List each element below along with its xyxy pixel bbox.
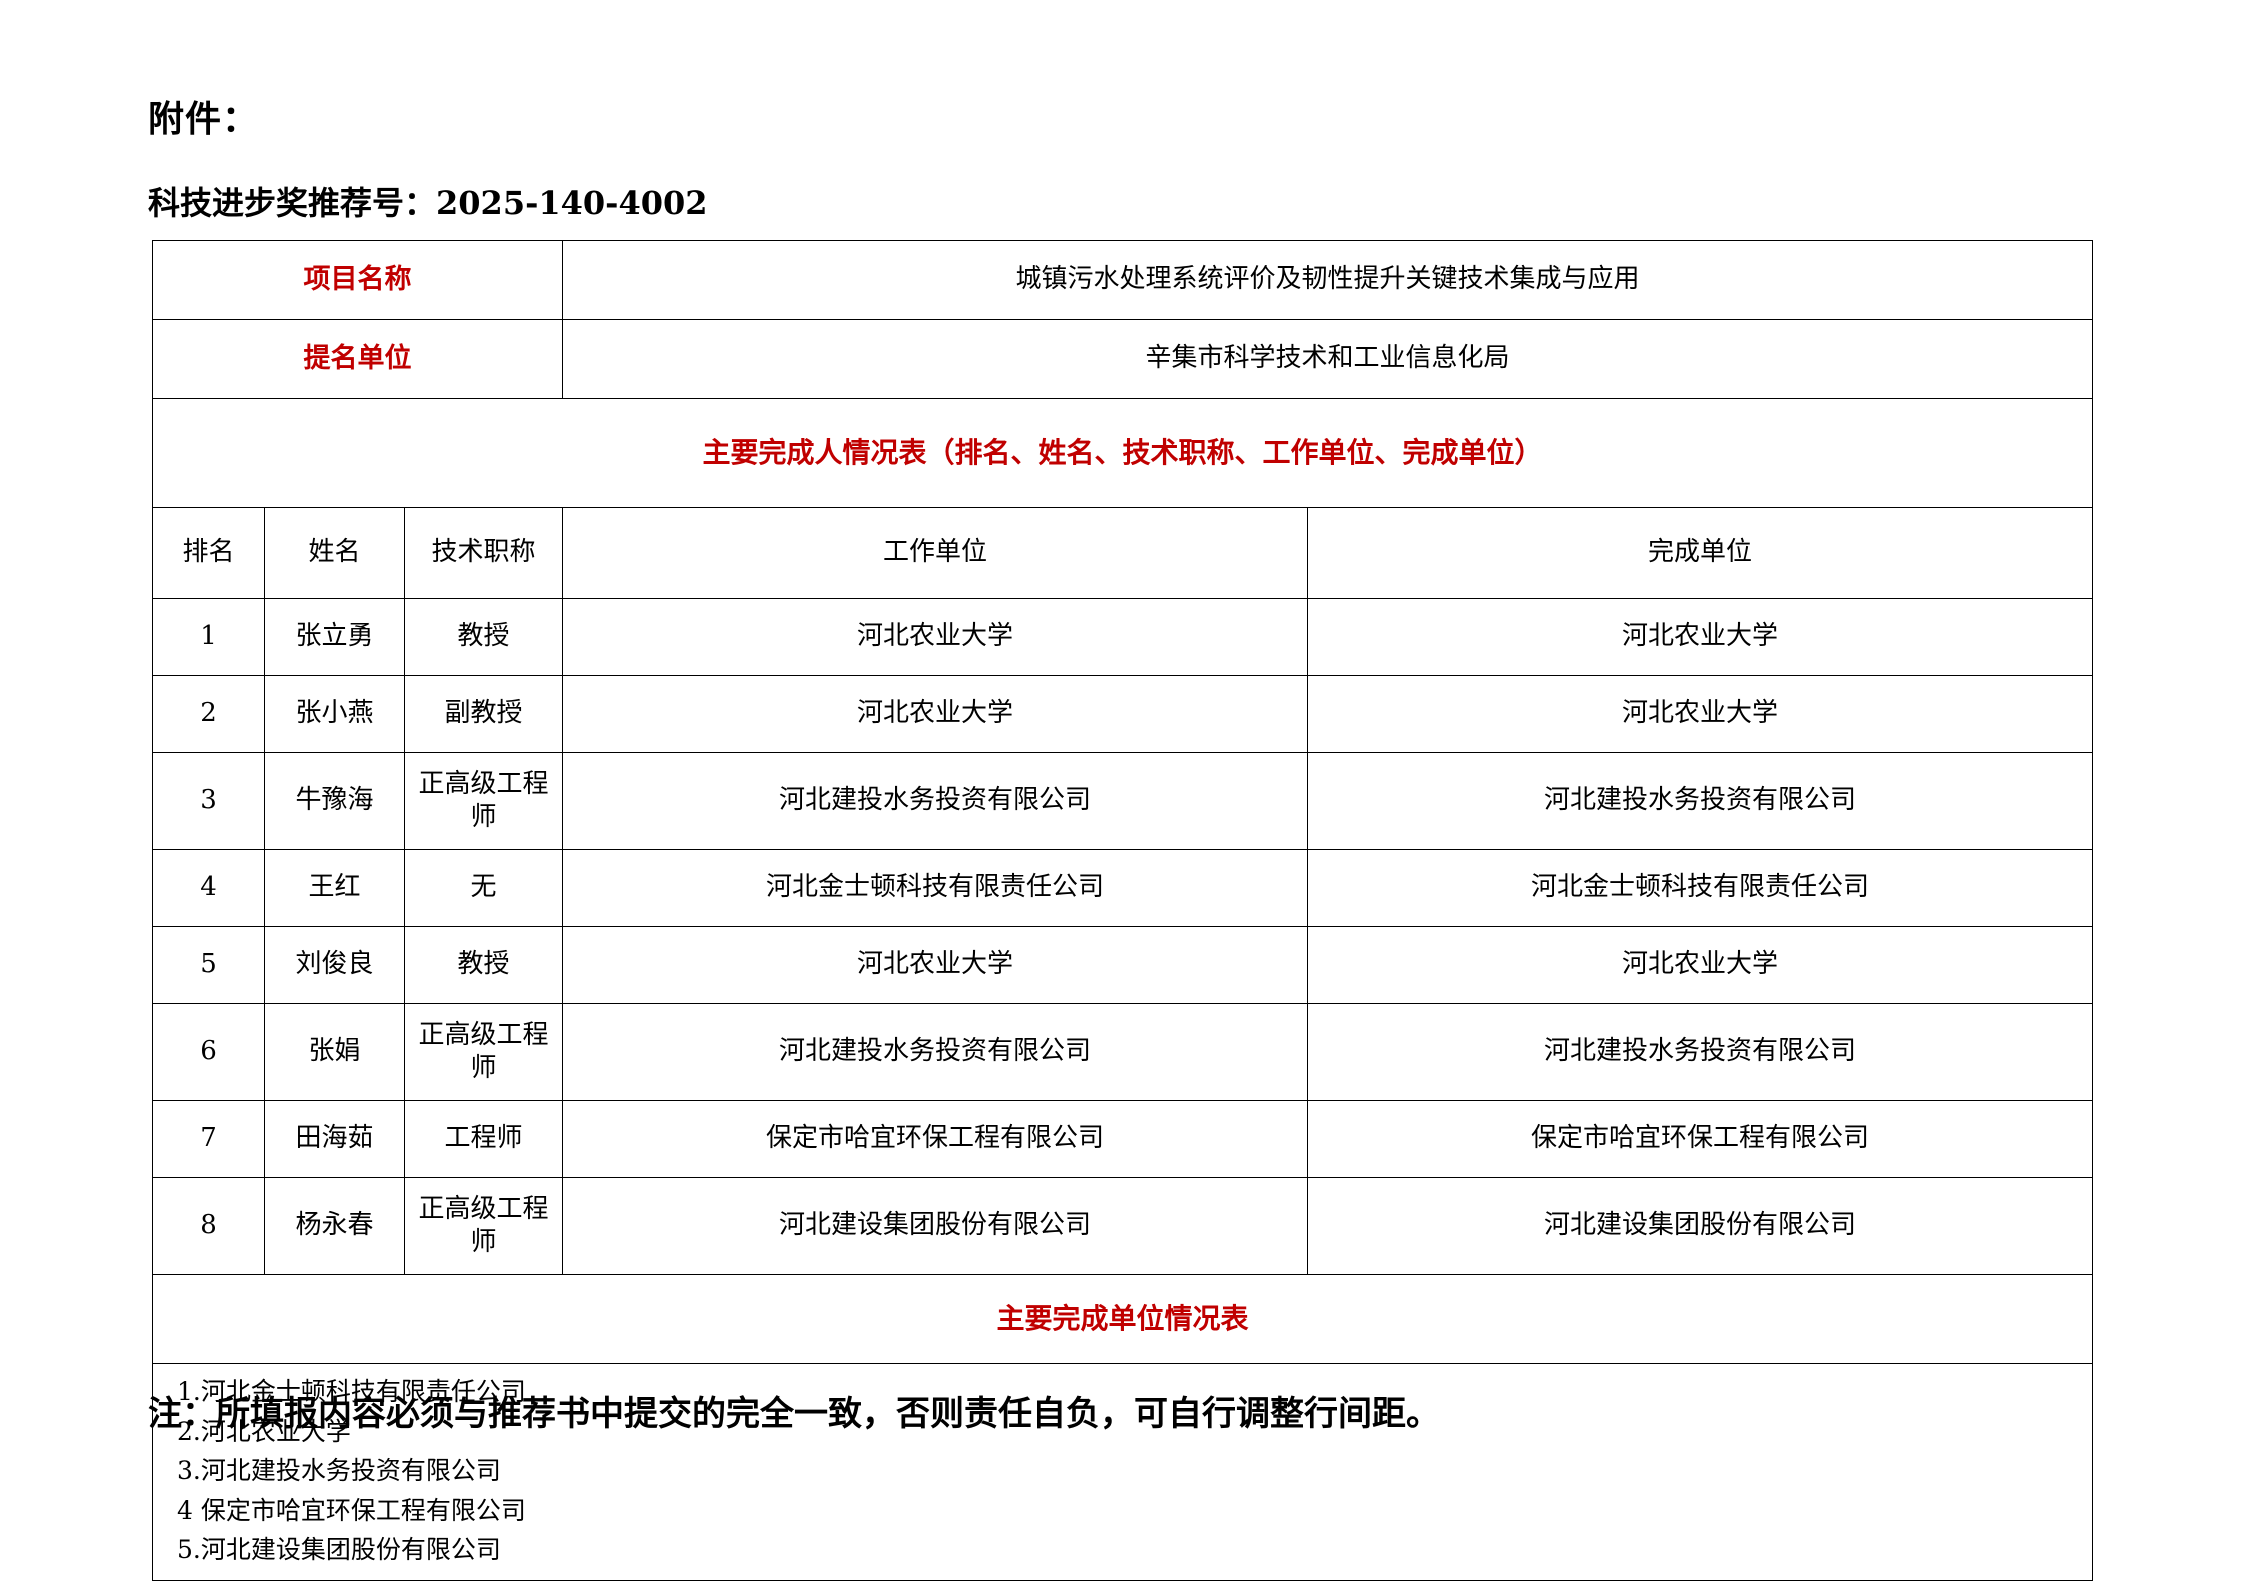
list-item: 4 保定市哈宜环保工程有限公司 — [177, 1495, 526, 1525]
list-item: 2.河北农业大学 — [177, 1416, 351, 1446]
info-value-nominating-unit: 辛集市科学技术和工业信息化局 — [562, 319, 2094, 399]
cell-rank: 5 — [152, 926, 265, 1004]
document-page: 附件： 科技进步奖推荐号：2025-140-4002 项目名称 城镇污水处理系统… — [148, 98, 2094, 1581]
cell-technical-title: 教授 — [403, 926, 564, 1004]
cell-work-unit: 河北农业大学 — [562, 675, 1309, 753]
cell-completion-unit: 河北农业大学 — [1307, 675, 2094, 753]
cell-name: 牛豫海 — [264, 752, 405, 850]
cell-name: 杨永春 — [264, 1177, 405, 1275]
attachment-label: 附件： — [148, 98, 260, 140]
table-row: 5 刘俊良 教授 河北农业大学 河北农业大学 — [152, 926, 2094, 1004]
recommendation-number-value: 2025-140-4002 — [436, 184, 708, 222]
recommendation-number-label: 科技进步奖推荐号： — [148, 184, 437, 222]
table-row: 1 张立勇 教授 河北农业大学 河北农业大学 — [152, 598, 2094, 676]
column-header-work-unit: 工作单位 — [562, 507, 1309, 599]
cell-technical-title: 正高级工程师 — [403, 1177, 564, 1275]
recommendation-number-line: 科技进步奖推荐号：2025-140-4002 — [148, 178, 708, 224]
award-recommendation-table: 项目名称 城镇污水处理系统评价及韧性提升关键技术集成与应用 提名单位 辛集市科学… — [151, 240, 2094, 1581]
cell-rank: 3 — [152, 752, 265, 850]
list-item: 3.河北建投水务投资有限公司 — [177, 1456, 501, 1485]
cell-name: 刘俊良 — [264, 926, 405, 1004]
cell-work-unit: 河北农业大学 — [562, 926, 1309, 1004]
table-row: 7 田海茹 工程师 保定市哈宜环保工程有限公司 保定市哈宜环保工程有限公司 — [152, 1100, 2094, 1178]
table-row: 2 张小燕 副教授 河北农业大学 河北农业大学 — [152, 675, 2094, 753]
cell-technical-title: 无 — [403, 849, 564, 927]
units-section-band: 主要完成单位情况表 — [151, 1274, 2094, 1364]
persons-section-band: 主要完成人情况表（排名、姓名、技术职称、工作单位、完成单位） — [151, 398, 2094, 508]
list-item: 1.河北金士顿科技有限责任公司 — [177, 1377, 526, 1406]
info-row-project-name: 项目名称 城镇污水处理系统评价及韧性提升关键技术集成与应用 — [151, 240, 2094, 320]
cell-completion-unit: 河北农业大学 — [1307, 598, 2094, 676]
cell-completion-unit: 河北建投水务投资有限公司 — [1307, 752, 2094, 850]
info-label-nominating-unit: 提名单位 — [151, 319, 564, 399]
units-band-title: 主要完成单位情况表 — [151, 1274, 2094, 1364]
cell-name: 张立勇 — [264, 598, 405, 676]
table-row: 3 牛豫海 正高级工程师 河北建投水务投资有限公司 河北建投水务投资有限公司 — [152, 752, 2094, 850]
cell-name: 田海茹 — [264, 1100, 405, 1178]
cell-rank: 1 — [152, 598, 265, 676]
cell-rank: 7 — [152, 1100, 265, 1178]
cell-completion-unit: 保定市哈宜环保工程有限公司 — [1307, 1100, 2094, 1178]
table-row: 8 杨永春 正高级工程师 河北建设集团股份有限公司 河北建设集团股份有限公司 — [152, 1177, 2094, 1275]
cell-work-unit: 河北金士顿科技有限责任公司 — [562, 849, 1309, 927]
cell-completion-unit: 河北农业大学 — [1307, 926, 2094, 1004]
cell-work-unit: 河北建投水务投资有限公司 — [562, 1003, 1309, 1101]
column-header-name: 姓名 — [264, 507, 405, 599]
footer-note: 注：所填报内容必须与推荐书中提交的完全一致，否则责任自负，可自行调整行间距。 — [148, 1394, 1440, 1434]
persons-table-header: 排名 姓名 技术职称 工作单位 完成单位 — [152, 507, 2094, 599]
list-item: 5.河北建设集团股份有限公司 — [177, 1535, 501, 1564]
cell-rank: 8 — [152, 1177, 265, 1275]
cell-rank: 2 — [152, 675, 265, 753]
column-header-technical-title: 技术职称 — [403, 507, 564, 599]
info-value-project-name: 城镇污水处理系统评价及韧性提升关键技术集成与应用 — [562, 240, 2094, 320]
cell-work-unit: 保定市哈宜环保工程有限公司 — [562, 1100, 1309, 1178]
cell-name: 王红 — [264, 849, 405, 927]
table-row: 4 王红 无 河北金士顿科技有限责任公司 河北金士顿科技有限责任公司 — [152, 849, 2094, 927]
cell-technical-title: 副教授 — [403, 675, 564, 753]
cell-rank: 6 — [152, 1003, 265, 1101]
info-label-project-name: 项目名称 — [151, 240, 564, 320]
cell-technical-title: 教授 — [403, 598, 564, 676]
cell-work-unit: 河北建投水务投资有限公司 — [562, 752, 1309, 850]
column-header-rank: 排名 — [152, 507, 265, 599]
persons-band-title: 主要完成人情况表（排名、姓名、技术职称、工作单位、完成单位） — [151, 398, 2094, 508]
cell-work-unit: 河北农业大学 — [562, 598, 1309, 676]
table-row: 6 张娟 正高级工程师 河北建投水务投资有限公司 河北建投水务投资有限公司 — [152, 1003, 2094, 1101]
cell-technical-title: 正高级工程师 — [403, 752, 564, 850]
cell-completion-unit: 河北建设集团股份有限公司 — [1307, 1177, 2094, 1275]
cell-work-unit: 河北建设集团股份有限公司 — [562, 1177, 1309, 1275]
info-row-nominating-unit: 提名单位 辛集市科学技术和工业信息化局 — [151, 319, 2094, 399]
cell-technical-title: 工程师 — [403, 1100, 564, 1178]
cell-name: 张娟 — [264, 1003, 405, 1101]
cell-name: 张小燕 — [264, 675, 405, 753]
cell-completion-unit: 河北金士顿科技有限责任公司 — [1307, 849, 2094, 927]
cell-completion-unit: 河北建投水务投资有限公司 — [1307, 1003, 2094, 1101]
column-header-completion-unit: 完成单位 — [1307, 507, 2094, 599]
cell-rank: 4 — [152, 849, 265, 927]
cell-technical-title: 正高级工程师 — [403, 1003, 564, 1101]
